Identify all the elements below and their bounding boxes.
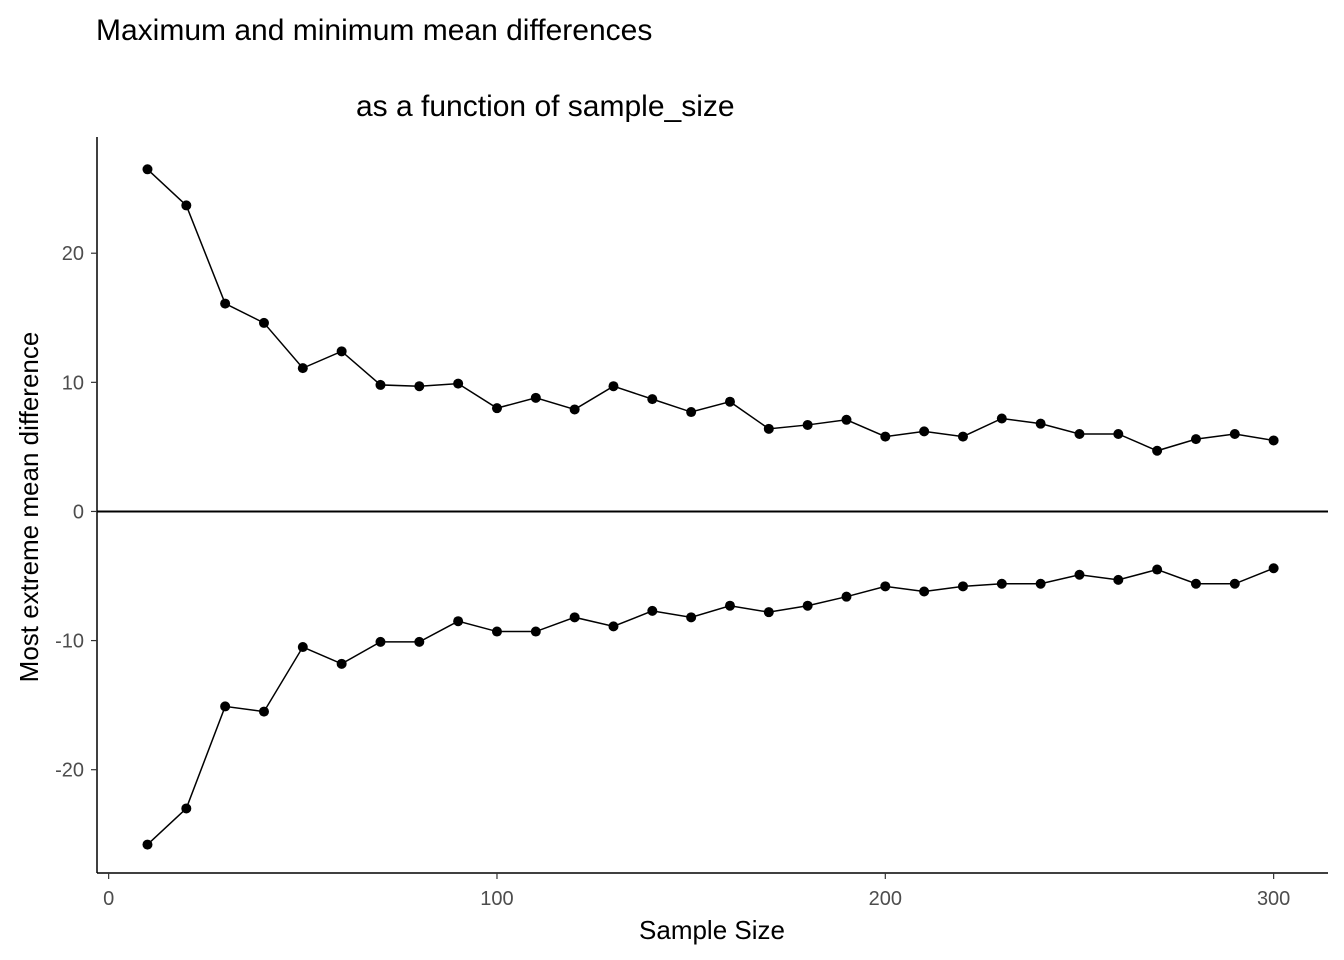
data-point [724,600,735,611]
data-point [530,392,541,403]
data-point [802,600,813,611]
data-point [996,413,1007,424]
data-point [802,419,813,430]
x-tick-label: 300 [1257,888,1290,910]
y-tick-label: 20 [62,243,84,265]
series-2 [142,563,1279,850]
x-axis-title: Sample Size [639,915,785,945]
series-line [146,168,1274,452]
data-point [1152,564,1163,575]
data-point [1229,428,1240,439]
data-point [841,414,852,425]
data-point [841,591,852,602]
data-point [1190,434,1201,445]
data-point [336,346,347,357]
chart-title: Maximum and minimum mean differences [96,14,652,47]
x-tick-label: 0 [103,888,114,910]
y-tick-label: 0 [73,501,84,523]
data-point [1190,578,1201,589]
data-point [880,581,891,592]
x-tick-label: 200 [869,888,902,910]
data-point [1035,418,1046,429]
data-point [297,642,308,653]
data-point [375,379,386,390]
data-point [686,407,697,418]
data-point [142,164,153,175]
data-point [919,586,930,597]
data-point [1113,574,1124,585]
data-point [336,658,347,669]
data-point [647,394,658,405]
x-axis-ticks: 0 100 200 300 [103,873,1290,910]
data-point [569,612,580,623]
data-point [258,317,269,328]
data-point [453,378,464,389]
data-point [880,431,891,442]
data-point [957,431,968,442]
series-1 [142,164,1279,456]
y-tick-label: -10 [55,631,84,653]
y-tick-label: -20 [55,760,84,782]
data-point [258,706,269,717]
data-point [724,396,735,407]
data-point [763,423,774,434]
data-point [1268,435,1279,446]
data-point [1035,578,1046,589]
series-layer [142,164,1279,850]
data-point [686,612,697,623]
data-point [375,636,386,647]
data-point [530,626,541,637]
series-line [146,567,1274,846]
data-point [491,626,502,637]
data-point [453,616,464,627]
data-point [142,839,153,850]
data-point [1074,428,1085,439]
data-point [647,605,658,616]
data-point [1268,563,1279,574]
data-point [919,426,930,437]
chart-subtitle: as a function of sample_size [356,90,735,123]
data-point [181,803,192,814]
data-point [297,363,308,374]
data-point [608,621,619,632]
y-axis-title: Most extreme mean difference [14,332,44,683]
data-point [414,381,425,392]
plot-area: 0 100 200 300 -20 -10 0 10 20 [55,137,1328,910]
data-point [220,298,231,309]
x-tick-label: 100 [480,888,513,910]
data-point [1074,569,1085,580]
data-point [491,403,502,414]
data-point [1113,428,1124,439]
data-point [569,404,580,415]
data-point [763,607,774,618]
y-tick-label: 10 [62,372,84,394]
data-point [1152,445,1163,456]
data-point [608,381,619,392]
data-point [996,578,1007,589]
data-point [957,581,968,592]
data-point [220,701,231,712]
data-point [414,636,425,647]
y-axis-ticks: -20 -10 0 10 20 [55,243,97,782]
data-point [181,200,192,211]
data-point [1229,578,1240,589]
